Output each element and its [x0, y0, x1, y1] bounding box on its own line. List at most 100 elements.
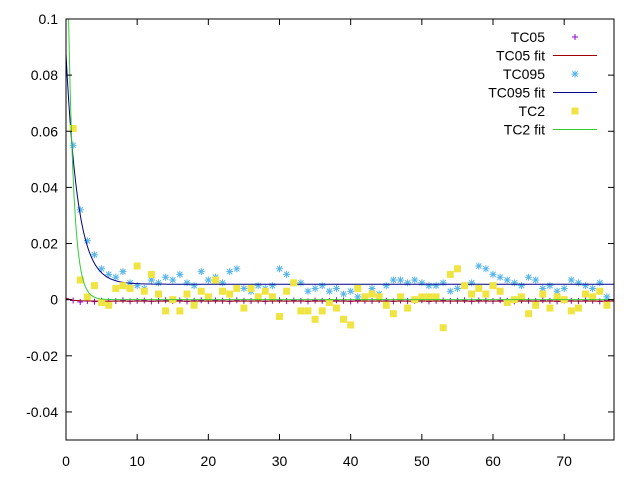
point-tc05: [119, 297, 126, 304]
point-tc2: [183, 290, 191, 298]
point-tc2: [589, 293, 597, 301]
point-tc2: [368, 290, 376, 298]
star-d2: [475, 263, 482, 269]
point-tc095: [105, 270, 113, 278]
point-tc05: [290, 297, 297, 304]
point-tc05: [582, 297, 589, 304]
legend-label: TC095 fit: [488, 85, 545, 101]
legend-label: TC095: [503, 66, 545, 82]
point-tc05: [333, 297, 340, 304]
point-tc095: [532, 276, 540, 284]
point-tc095: [304, 287, 312, 295]
point-tc2: [290, 279, 298, 287]
point-tc2: [112, 284, 120, 292]
point-tc2: [553, 293, 561, 301]
point-tc05: [312, 297, 319, 304]
y-tick-label: -0.04: [26, 404, 58, 420]
star-d2: [504, 277, 511, 283]
point-tc2: [204, 293, 212, 301]
point-tc2: [133, 262, 141, 270]
point-tc05: [233, 297, 240, 304]
point-tc095: [582, 282, 590, 290]
point-tc095: [176, 270, 184, 278]
point-tc095: [318, 282, 326, 290]
point-tc095: [553, 287, 561, 295]
point-tc05: [176, 297, 183, 304]
point-tc05: [276, 297, 283, 304]
star-d2: [169, 277, 176, 283]
point-tc095: [546, 282, 554, 290]
point-tc095: [119, 268, 127, 276]
point-tc095: [589, 284, 597, 292]
point-tc2: [432, 293, 440, 301]
star-d2: [525, 274, 532, 281]
point-tc095: [510, 279, 518, 287]
point-tc2: [567, 307, 575, 315]
point-tc2: [446, 270, 454, 278]
star-d2: [568, 277, 575, 283]
point-tc095: [297, 279, 305, 287]
point-tc2: [268, 293, 276, 301]
point-tc2: [532, 301, 540, 309]
point-tc2: [318, 307, 326, 315]
point-tc095: [90, 251, 98, 259]
star-d2: [304, 288, 311, 295]
star-d2: [532, 277, 539, 283]
point-tc2: [140, 287, 148, 295]
legend-label: TC05: [511, 29, 545, 45]
point-tc095: [197, 268, 205, 276]
point-tc095: [432, 282, 440, 290]
point-tc2: [489, 282, 497, 290]
line-tc095-fit: [66, 54, 614, 285]
point-tc2: [119, 282, 127, 290]
legend-marker-tc2: [571, 107, 579, 115]
point-tc2: [240, 304, 248, 312]
point-tc2: [382, 301, 390, 309]
point-tc095: [404, 279, 412, 287]
point-tc095: [396, 276, 404, 284]
star-d2: [119, 268, 126, 275]
point-tc2: [347, 321, 355, 329]
star-d2: [148, 277, 155, 283]
point-tc2: [546, 304, 554, 312]
point-tc2: [90, 282, 98, 290]
point-tc095: [439, 279, 447, 287]
y-tick-label: 0.08: [31, 67, 58, 83]
point-tc2: [418, 293, 426, 301]
point-tc05: [198, 297, 205, 304]
point-tc05: [77, 298, 84, 305]
point-tc2: [517, 293, 525, 301]
star-d2: [333, 285, 340, 292]
point-tc095: [226, 268, 234, 276]
point-tc2: [539, 290, 547, 298]
point-tc095: [254, 282, 262, 290]
legend-marker-tc05: [572, 34, 578, 40]
point-tc2: [190, 301, 198, 309]
point-tc2: [525, 310, 533, 318]
point-tc2: [155, 290, 163, 298]
point-tc2: [276, 313, 284, 321]
point-tc05: [475, 297, 482, 304]
point-tc2: [219, 287, 227, 295]
star-d2: [105, 271, 112, 278]
point-tc2: [596, 287, 604, 295]
point-tc095: [503, 276, 511, 284]
y-tick-label: 0.02: [31, 236, 58, 252]
star-d2: [369, 285, 376, 292]
series-tc2-fit: [68, 19, 614, 301]
plot-frame: [65, 18, 615, 441]
legend-item-tc095: TC095: [503, 66, 579, 82]
star-d2: [490, 271, 496, 278]
point-tc2: [439, 324, 447, 332]
point-tc095: [283, 270, 291, 278]
point-tc2: [311, 315, 319, 323]
star-d2: [340, 291, 347, 298]
point-tc2: [389, 310, 397, 318]
point-tc2: [105, 301, 113, 309]
star-d2: [233, 265, 240, 272]
point-tc05: [91, 298, 98, 305]
point-tc095: [525, 273, 533, 281]
x-tick-label: 20: [201, 453, 217, 469]
x-tick-label: 50: [414, 453, 430, 469]
